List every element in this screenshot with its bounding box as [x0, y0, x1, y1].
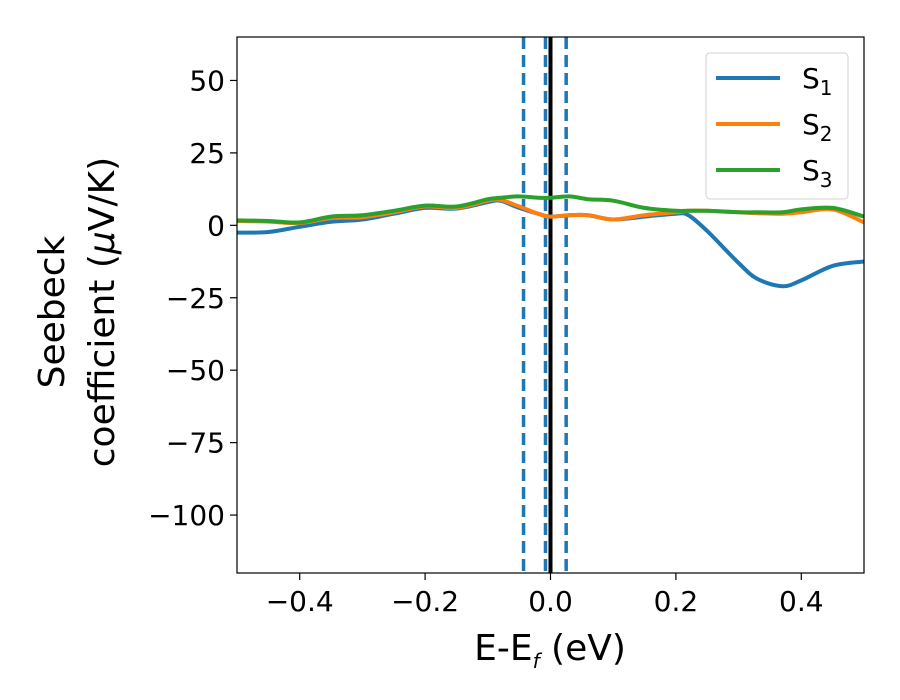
x-tick-label: −0.2	[391, 585, 459, 618]
y-axis-title-unit: V/K)	[82, 157, 123, 231]
legend-label-main: S	[802, 108, 820, 141]
legend-label-subscript: 3	[820, 168, 833, 192]
x-axis-title: E-Ef (eV)	[474, 628, 626, 673]
legend-label-main: S	[802, 62, 820, 95]
y-axis-title: Seebeck coefficient (μV/K)	[32, 157, 123, 467]
y-tick-label: −100	[148, 499, 225, 532]
legend-item-s1: S1	[716, 62, 833, 100]
y-axis-ticks: 50 25 0 −25 −50 −75 −100	[148, 64, 237, 532]
vertical-lines	[521, 37, 568, 573]
legend-label-subscript: 2	[820, 122, 833, 146]
x-axis-title-unit: (eV)	[540, 628, 626, 669]
y-axis-title-line1: Seebeck	[32, 235, 73, 388]
x-tick-label: 0.4	[779, 585, 824, 618]
y-tick-label: −50	[166, 354, 225, 387]
series-line-s3	[237, 194, 864, 225]
y-tick-label: −75	[166, 427, 225, 460]
x-axis-title-main: E-E	[474, 628, 532, 669]
x-axis-title-subscript: f	[533, 649, 543, 673]
legend-label: S2	[802, 108, 833, 146]
x-tick-label: −0.4	[266, 585, 334, 618]
y-axis-title-line2-text: coefficient (	[82, 254, 123, 467]
y-tick-label: −25	[166, 282, 225, 315]
legend-label-main: S	[802, 154, 820, 187]
legend-item-s2: S2	[716, 108, 833, 146]
series-lines	[237, 194, 864, 289]
legend-label: S3	[802, 154, 833, 192]
y-tick-label: 50	[189, 64, 225, 97]
y-tick-label: 25	[189, 137, 225, 170]
legend-label: S1	[802, 62, 833, 100]
y-axis-title-mu: μ	[82, 231, 123, 255]
legend-item-s3: S3	[716, 154, 833, 192]
y-axis-title-line2: coefficient (μV/K)	[82, 157, 123, 467]
x-tick-label: 0.0	[528, 585, 573, 618]
legend-label-subscript: 1	[820, 76, 833, 100]
x-tick-label: 0.2	[654, 585, 699, 618]
y-tick-label: 0	[207, 209, 225, 242]
x-axis-ticks: −0.4 −0.2 0.0 0.2 0.4	[266, 573, 824, 618]
